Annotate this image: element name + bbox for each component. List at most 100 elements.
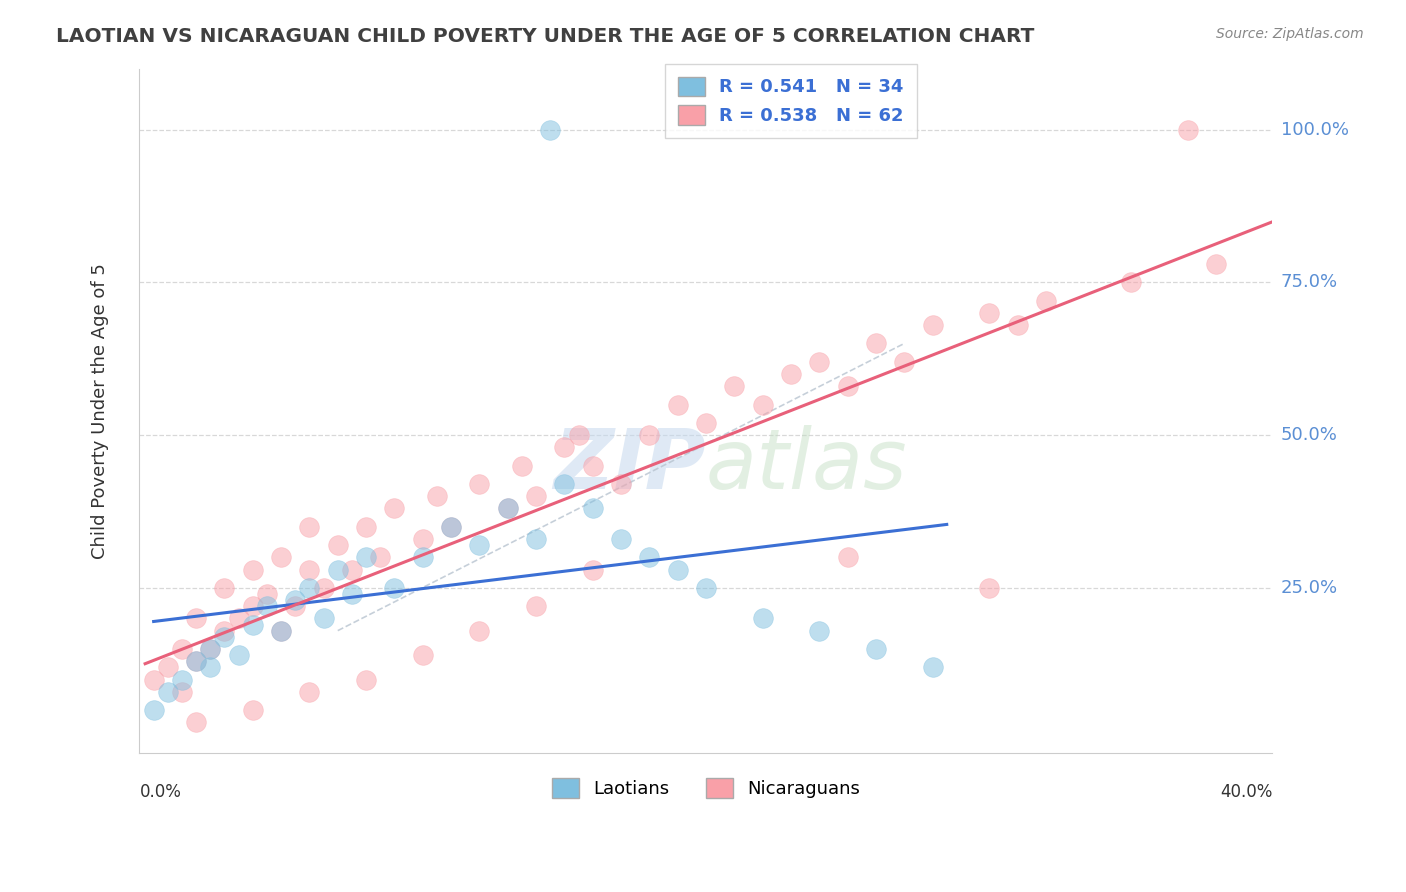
Point xyxy=(298,563,321,577)
Legend: Laotians, Nicaraguans: Laotians, Nicaraguans xyxy=(544,771,868,805)
Text: 40.0%: 40.0% xyxy=(1220,783,1272,801)
Text: 0.0%: 0.0% xyxy=(139,783,181,801)
Point xyxy=(242,599,264,614)
Point xyxy=(270,624,292,638)
Point xyxy=(780,367,803,381)
Point xyxy=(242,617,264,632)
Point xyxy=(214,624,236,638)
Point xyxy=(312,611,335,625)
Point xyxy=(538,122,561,136)
Point xyxy=(979,581,1001,595)
Point xyxy=(1205,257,1227,271)
Point xyxy=(184,654,207,668)
Point xyxy=(837,550,859,565)
Point xyxy=(553,441,575,455)
Point xyxy=(200,642,222,657)
Text: LAOTIAN VS NICARAGUAN CHILD POVERTY UNDER THE AGE OF 5 CORRELATION CHART: LAOTIAN VS NICARAGUAN CHILD POVERTY UNDE… xyxy=(56,27,1035,45)
Point xyxy=(142,703,165,717)
Point xyxy=(184,611,207,625)
Text: atlas: atlas xyxy=(706,425,908,506)
Point xyxy=(412,648,434,662)
Point xyxy=(1035,293,1057,308)
Point xyxy=(340,563,363,577)
Point xyxy=(412,532,434,546)
Point xyxy=(610,532,633,546)
Point xyxy=(553,477,575,491)
Point xyxy=(426,489,449,503)
Point xyxy=(837,379,859,393)
Point xyxy=(610,477,633,491)
Point xyxy=(695,416,717,430)
Point xyxy=(270,624,292,638)
Point xyxy=(1119,276,1142,290)
Point xyxy=(468,538,491,552)
Point xyxy=(412,550,434,565)
Point xyxy=(510,458,533,473)
Text: 50.0%: 50.0% xyxy=(1281,426,1337,444)
Point xyxy=(156,685,179,699)
Point xyxy=(156,660,179,674)
Point xyxy=(567,428,589,442)
Point xyxy=(326,563,349,577)
Point xyxy=(184,715,207,730)
Text: 75.0%: 75.0% xyxy=(1281,273,1339,292)
Point xyxy=(921,318,943,333)
Text: Source: ZipAtlas.com: Source: ZipAtlas.com xyxy=(1216,27,1364,41)
Point xyxy=(284,599,307,614)
Point xyxy=(256,599,278,614)
Point xyxy=(312,581,335,595)
Point xyxy=(893,355,915,369)
Point xyxy=(368,550,391,565)
Point xyxy=(582,458,605,473)
Point xyxy=(340,587,363,601)
Point xyxy=(384,501,406,516)
Point xyxy=(638,428,661,442)
Point xyxy=(979,306,1001,320)
Point xyxy=(808,355,831,369)
Point xyxy=(200,660,222,674)
Point xyxy=(524,489,547,503)
Point xyxy=(354,550,377,565)
Point xyxy=(865,336,887,351)
Point xyxy=(723,379,745,393)
Point xyxy=(170,685,193,699)
Point xyxy=(440,520,463,534)
Point xyxy=(242,563,264,577)
Point xyxy=(326,538,349,552)
Point xyxy=(284,593,307,607)
Point xyxy=(921,660,943,674)
Point xyxy=(638,550,661,565)
Point xyxy=(170,673,193,687)
Point xyxy=(142,673,165,687)
Point xyxy=(751,611,773,625)
Point xyxy=(751,398,773,412)
Point xyxy=(524,532,547,546)
Point xyxy=(256,587,278,601)
Point xyxy=(354,520,377,534)
Point xyxy=(695,581,717,595)
Point xyxy=(270,550,292,565)
Point xyxy=(1007,318,1029,333)
Point xyxy=(228,611,250,625)
Point xyxy=(384,581,406,595)
Point xyxy=(354,673,377,687)
Text: 25.0%: 25.0% xyxy=(1281,579,1339,597)
Point xyxy=(170,642,193,657)
Point xyxy=(666,563,689,577)
Point xyxy=(582,563,605,577)
Point xyxy=(242,703,264,717)
Point xyxy=(1177,122,1199,136)
Text: ZIP: ZIP xyxy=(554,425,706,506)
Point xyxy=(298,685,321,699)
Point xyxy=(666,398,689,412)
Point xyxy=(582,501,605,516)
Point xyxy=(298,581,321,595)
Point xyxy=(214,630,236,644)
Point xyxy=(524,599,547,614)
Point xyxy=(496,501,519,516)
Point xyxy=(468,477,491,491)
Text: 100.0%: 100.0% xyxy=(1281,120,1348,138)
Point xyxy=(468,624,491,638)
Point xyxy=(808,624,831,638)
Point xyxy=(228,648,250,662)
